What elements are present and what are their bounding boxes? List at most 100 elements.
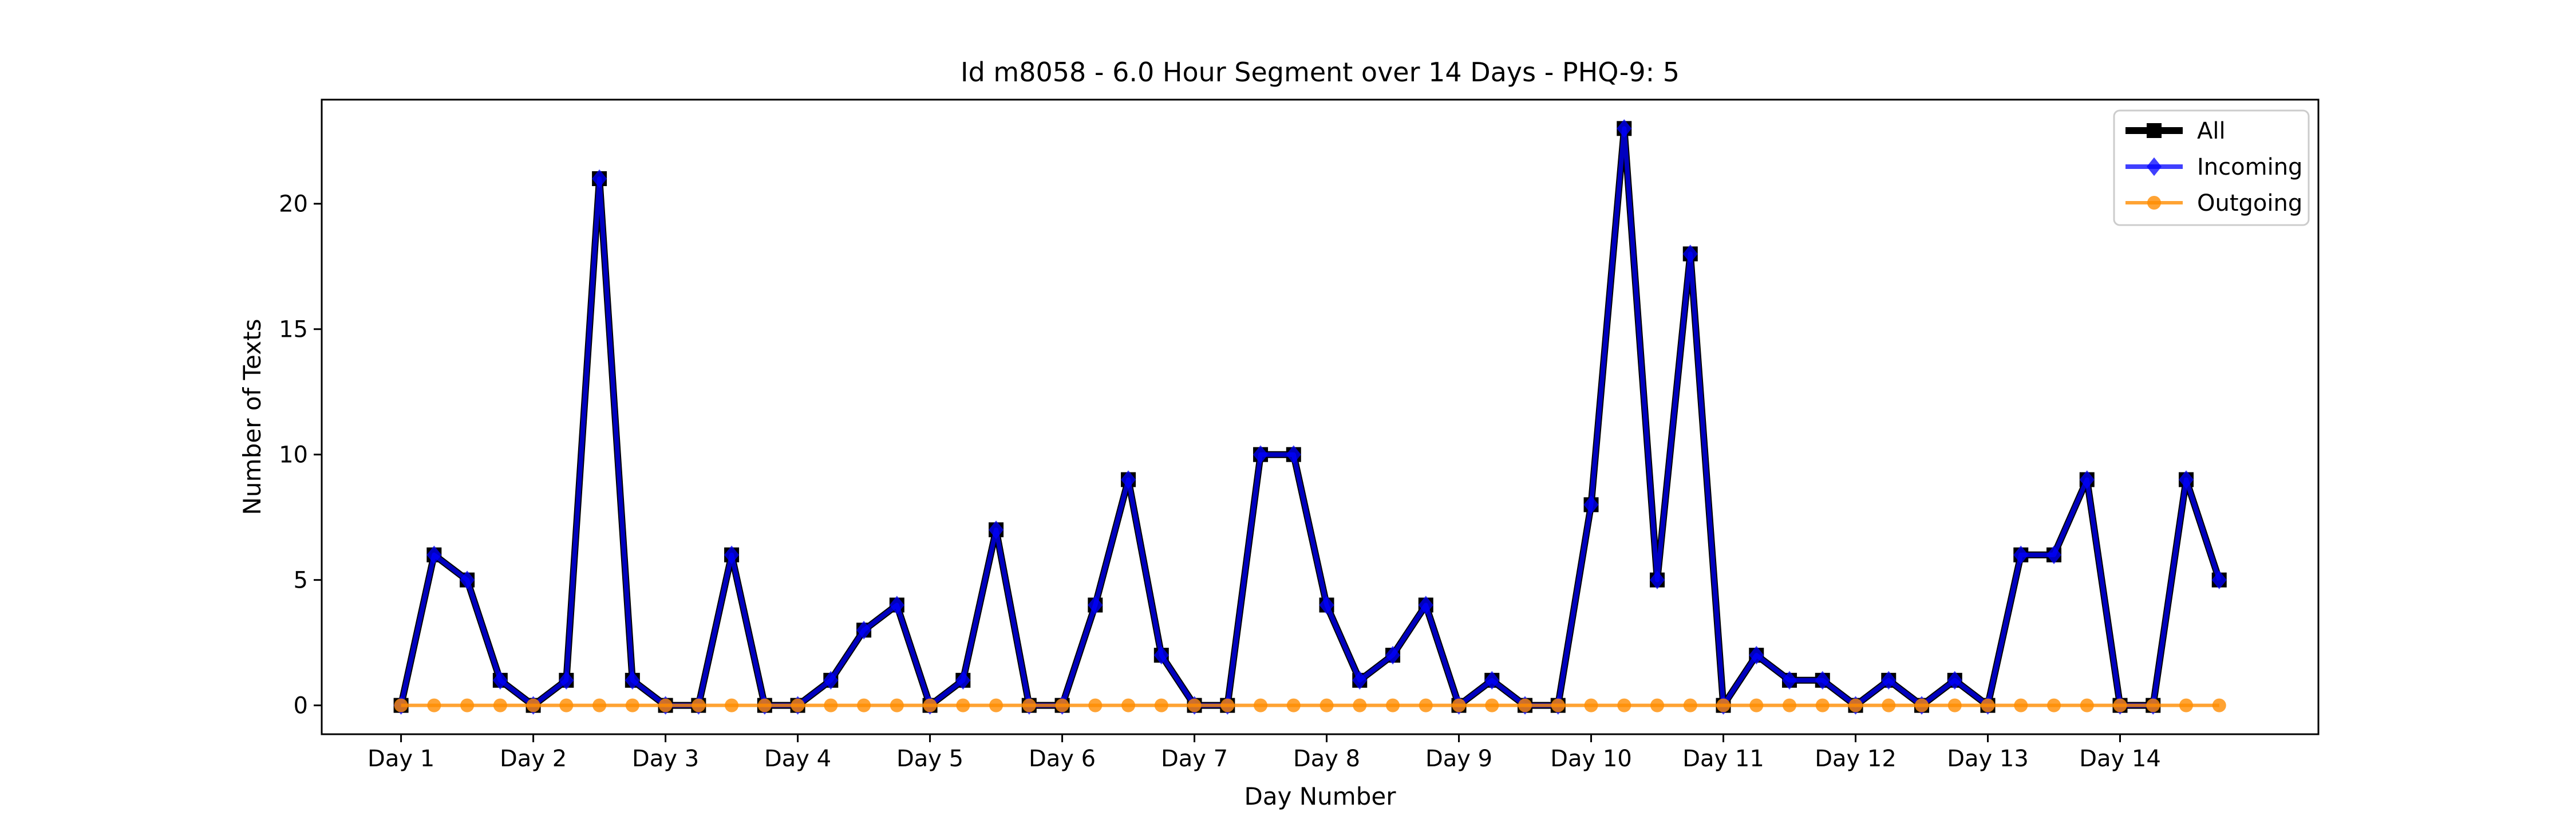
data-point-incoming [1088,596,1103,615]
data-point-outgoing [427,698,441,712]
data-point-outgoing [757,698,772,712]
data-point-incoming [2013,545,2029,565]
data-point-outgoing [1022,698,1036,712]
data-point-incoming [625,671,640,690]
data-point-outgoing [890,698,904,712]
data-point-incoming [955,671,971,690]
data-point-incoming [426,545,442,565]
series-line-incoming [398,126,2222,708]
data-point-incoming [989,520,1004,539]
x-axis-label: Day Number [1244,782,1396,810]
data-point-outgoing [1947,698,1962,712]
y-tick-label: 0 [294,693,308,719]
data-point-outgoing [791,698,805,712]
y-tick-label: 15 [279,317,308,343]
data-point-incoming [1319,596,1334,615]
legend-box [2113,109,2310,226]
chart-title: Id m8058 - 6.0 Hour Segment over 14 Days… [961,57,1680,88]
data-point-outgoing [1353,698,1367,712]
data-point-incoming [1385,645,1401,665]
x-tick-label: Day 10 [1550,746,1632,772]
series-incoming [393,119,2227,715]
data-point-outgoing [1815,698,1830,712]
data-point-outgoing [1551,698,1565,712]
x-tick-label: Day 8 [1293,746,1360,772]
data-point-outgoing [2047,698,2061,712]
data-point-incoming [1682,245,1698,263]
legend-marker-incoming [2147,157,2162,176]
x-tick-label: Day 13 [1947,746,2029,772]
data-point-outgoing [658,698,673,712]
data-point-outgoing [1848,698,1863,712]
data-point-incoming [2179,470,2194,489]
data-point-outgoing [559,698,574,712]
data-point-outgoing [394,698,408,712]
data-point-incoming [2079,470,2095,489]
data-point-outgoing [1882,698,1896,712]
data-point-outgoing [1584,698,1598,712]
data-point-incoming [889,596,904,615]
data-point-outgoing [1716,698,1730,712]
data-point-incoming [559,671,574,690]
data-point-outgoing [824,698,838,712]
data-point-incoming [1782,671,1797,690]
data-point-incoming [592,169,607,188]
data-point-incoming [1749,645,1764,665]
x-tick-label: Day 1 [368,746,434,772]
y-tick-label: 5 [294,568,308,594]
data-point-outgoing [923,698,937,712]
x-tick-label: Day 7 [1161,746,1228,772]
data-point-incoming [1153,645,1169,665]
data-point-incoming [856,621,872,640]
x-tick-label: Day 5 [896,746,963,772]
data-point-outgoing [1187,698,1202,712]
data-point-outgoing [460,698,475,712]
data-point-incoming [1484,671,1500,690]
y-tick-label: 20 [279,191,308,218]
data-point-outgoing [725,698,739,712]
data-point-outgoing [592,698,607,712]
data-point-outgoing [1154,698,1168,712]
series-outgoing [394,698,2226,712]
data-point-outgoing [2146,698,2160,712]
data-point-incoming [1253,445,1269,464]
data-point-outgoing [692,698,706,712]
data-point-outgoing [2212,698,2226,712]
data-point-outgoing [1650,698,1665,712]
data-point-outgoing [2113,698,2127,712]
data-point-outgoing [526,698,540,712]
data-point-outgoing [1419,698,1433,712]
x-tick-label: Day 3 [632,746,699,772]
data-point-outgoing [1286,698,1301,712]
data-point-incoming [2211,570,2227,589]
data-point-incoming [1286,445,1301,464]
data-point-outgoing [1121,698,1136,712]
plot-frame [321,99,2320,735]
y-tick-label: 10 [279,442,308,468]
data-point-outgoing [1319,698,1334,712]
series-all [393,121,2227,713]
data-point-outgoing [1783,698,1797,712]
data-point-outgoing [1485,698,1499,712]
legend-label-outgoing: Outgoing [2197,190,2302,216]
y-axis-label: Number of Texts [238,319,266,515]
data-point-outgoing [1683,698,1697,712]
data-point-outgoing [1452,698,1466,712]
data-point-outgoing [1088,698,1103,712]
data-point-incoming [1352,671,1368,690]
data-point-outgoing [1220,698,1235,712]
data-point-outgoing [956,698,970,712]
data-point-outgoing [2179,698,2194,712]
data-point-incoming [1815,671,1830,690]
x-tick-label: Day 4 [764,746,831,772]
data-point-outgoing [1749,698,1764,712]
data-point-outgoing [1915,698,1929,712]
data-point-outgoing [1055,698,1069,712]
data-point-incoming [1881,671,1897,690]
data-point-outgoing [2080,698,2094,712]
x-tick-label: Day 11 [1682,746,1764,772]
data-point-outgoing [1386,698,1400,712]
legend: All Incoming Outgoing [2113,109,2310,226]
series-line-all [397,125,2223,709]
